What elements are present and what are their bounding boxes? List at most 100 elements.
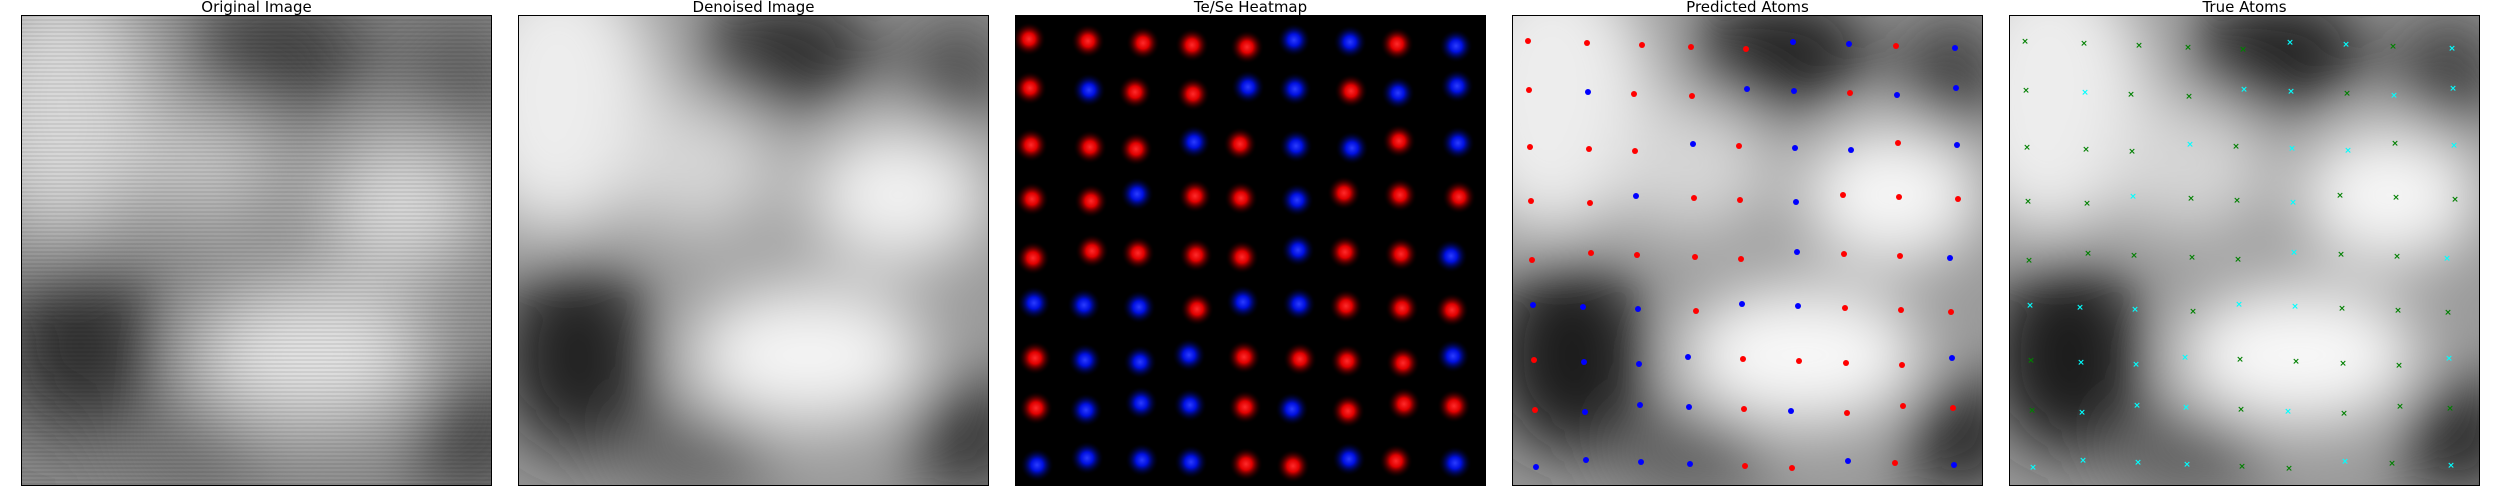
predicted-se-atom xyxy=(1792,145,1798,151)
te-se-heatmap xyxy=(1015,15,1486,486)
predicted-te-atom xyxy=(1948,309,1954,315)
predicted-se-atom xyxy=(1685,354,1691,360)
predicted-se-atom xyxy=(1845,458,1851,464)
predicted-te-atom xyxy=(1895,140,1901,146)
predicted-te-atom xyxy=(1693,308,1699,314)
heatmap-te-spot xyxy=(1225,240,1259,274)
heatmap-te-spot xyxy=(1016,241,1050,275)
true-te-atom: × xyxy=(2184,43,2192,53)
predicted-se-atom xyxy=(1585,89,1591,95)
heatmap-se-spot xyxy=(1434,239,1468,273)
heatmap-se-spot xyxy=(1172,338,1206,372)
heatmap-te-spot xyxy=(1329,289,1363,323)
heatmap-te-spot xyxy=(1015,182,1049,216)
predicted-te-atom xyxy=(1841,251,1847,257)
predicted-se-atom xyxy=(1581,359,1587,365)
original-image xyxy=(21,15,492,486)
true-te-atom: × xyxy=(2239,45,2247,55)
true-te-atom: × xyxy=(2127,90,2135,100)
true-se-atom: × xyxy=(2287,87,2295,97)
heatmap-se-spot xyxy=(1020,448,1054,482)
heatmap-se-spot xyxy=(1280,183,1314,217)
heatmap-se-spot xyxy=(1067,288,1101,322)
panel-title: Denoised Image xyxy=(692,0,815,16)
true-se-atom: × xyxy=(2288,144,2296,154)
heatmap-se-spot xyxy=(1174,445,1208,479)
true-te-atom: × xyxy=(2233,196,2241,206)
heatmap-te-spot xyxy=(1118,75,1152,109)
predicted-te-atom xyxy=(1896,194,1902,200)
predicted-te-atom xyxy=(1531,357,1537,363)
true-te-atom: × xyxy=(2185,92,2193,102)
heatmap-se-spot xyxy=(1438,446,1472,480)
heatmap-se-spot xyxy=(1275,392,1309,426)
heatmap-te-spot xyxy=(1018,341,1052,375)
true-te-atom: × xyxy=(2396,402,2404,412)
predicted-te-atom xyxy=(1691,195,1697,201)
predicted-se-atom xyxy=(1583,457,1589,463)
heatmap-te-spot xyxy=(1178,179,1212,213)
predicted-te-atom xyxy=(1842,305,1848,311)
true-se-atom: × xyxy=(2131,305,2139,315)
predicted-se-atom xyxy=(1690,141,1696,147)
true-se-atom: × xyxy=(2078,408,2086,418)
predicted-te-atom xyxy=(1631,91,1637,97)
heatmap-se-spot xyxy=(1123,345,1157,379)
predicted-se-atom xyxy=(1636,361,1642,367)
heatmap-te-spot xyxy=(1442,180,1476,214)
heatmap-te-spot xyxy=(1387,387,1421,421)
predicted-se-atom xyxy=(1949,355,1955,361)
predicted-te-atom xyxy=(1586,146,1592,152)
true-te-atom: × xyxy=(2343,89,2351,99)
true-se-atom: × xyxy=(2447,461,2455,471)
true-te-atom: × xyxy=(2285,464,2293,474)
true-se-atom: × xyxy=(2286,38,2294,48)
panel-title: Te/Se Heatmap xyxy=(1193,0,1308,16)
predicted-te-atom xyxy=(1688,44,1694,50)
true-se-atom: × xyxy=(2186,140,2194,150)
true-se-atom: × xyxy=(2077,358,2085,368)
true-se-atom: × xyxy=(2449,84,2457,94)
heatmap-se-spot xyxy=(1441,126,1475,160)
predicted-te-atom xyxy=(1529,257,1535,263)
predicted-se-atom xyxy=(1846,41,1852,47)
true-se-atom: × xyxy=(2079,456,2087,466)
heatmap-te-spot xyxy=(1230,30,1264,64)
heatmap-se-spot xyxy=(1335,131,1369,165)
true-te-atom: × xyxy=(2391,139,2399,149)
denoised-image xyxy=(518,15,989,486)
heatmap-se-spot xyxy=(1120,177,1154,211)
true-te-atom: × xyxy=(2340,409,2348,419)
predicted-te-atom xyxy=(1742,463,1748,469)
predicted-se-atom xyxy=(1793,199,1799,205)
true-se-atom: × xyxy=(2341,457,2349,467)
predicted-te-atom xyxy=(1525,38,1531,44)
predicted-te-atom xyxy=(1632,148,1638,154)
true-te-atom: × xyxy=(2022,86,2030,96)
predicted-te-atom xyxy=(1738,256,1744,262)
predicted-se-atom xyxy=(1635,306,1641,312)
heatmap-te-spot xyxy=(1382,124,1416,158)
predicted-te-atom xyxy=(1736,143,1742,149)
heatmap-se-spot xyxy=(1333,25,1367,59)
predicted-te-atom xyxy=(1584,40,1590,46)
heatmap-te-spot xyxy=(1437,389,1471,423)
predicted-te-atom xyxy=(1900,403,1906,409)
true-se-atom: × xyxy=(2445,354,2453,364)
heatmap-se-spot xyxy=(1226,285,1260,319)
predicted-se-atom xyxy=(1788,408,1794,414)
heatmap-te-spot xyxy=(1126,26,1160,60)
heatmap-se-spot xyxy=(1173,388,1207,422)
true-te-atom: × xyxy=(2083,199,2091,209)
true-te-atom: × xyxy=(2389,42,2397,52)
predicted-te-atom xyxy=(1532,407,1538,413)
heatmap-te-spot xyxy=(1019,391,1053,425)
heatmap-te-spot xyxy=(1179,238,1213,272)
heatmap-te-spot xyxy=(1276,449,1310,483)
true-se-atom: × xyxy=(2443,254,2451,264)
predicted-te-atom xyxy=(1892,460,1898,466)
heatmap-se-spot xyxy=(1381,76,1415,110)
predicted-se-atom xyxy=(1582,409,1588,415)
predicted-se-atom xyxy=(1951,462,1957,468)
true-se-atom: × xyxy=(2284,407,2292,417)
